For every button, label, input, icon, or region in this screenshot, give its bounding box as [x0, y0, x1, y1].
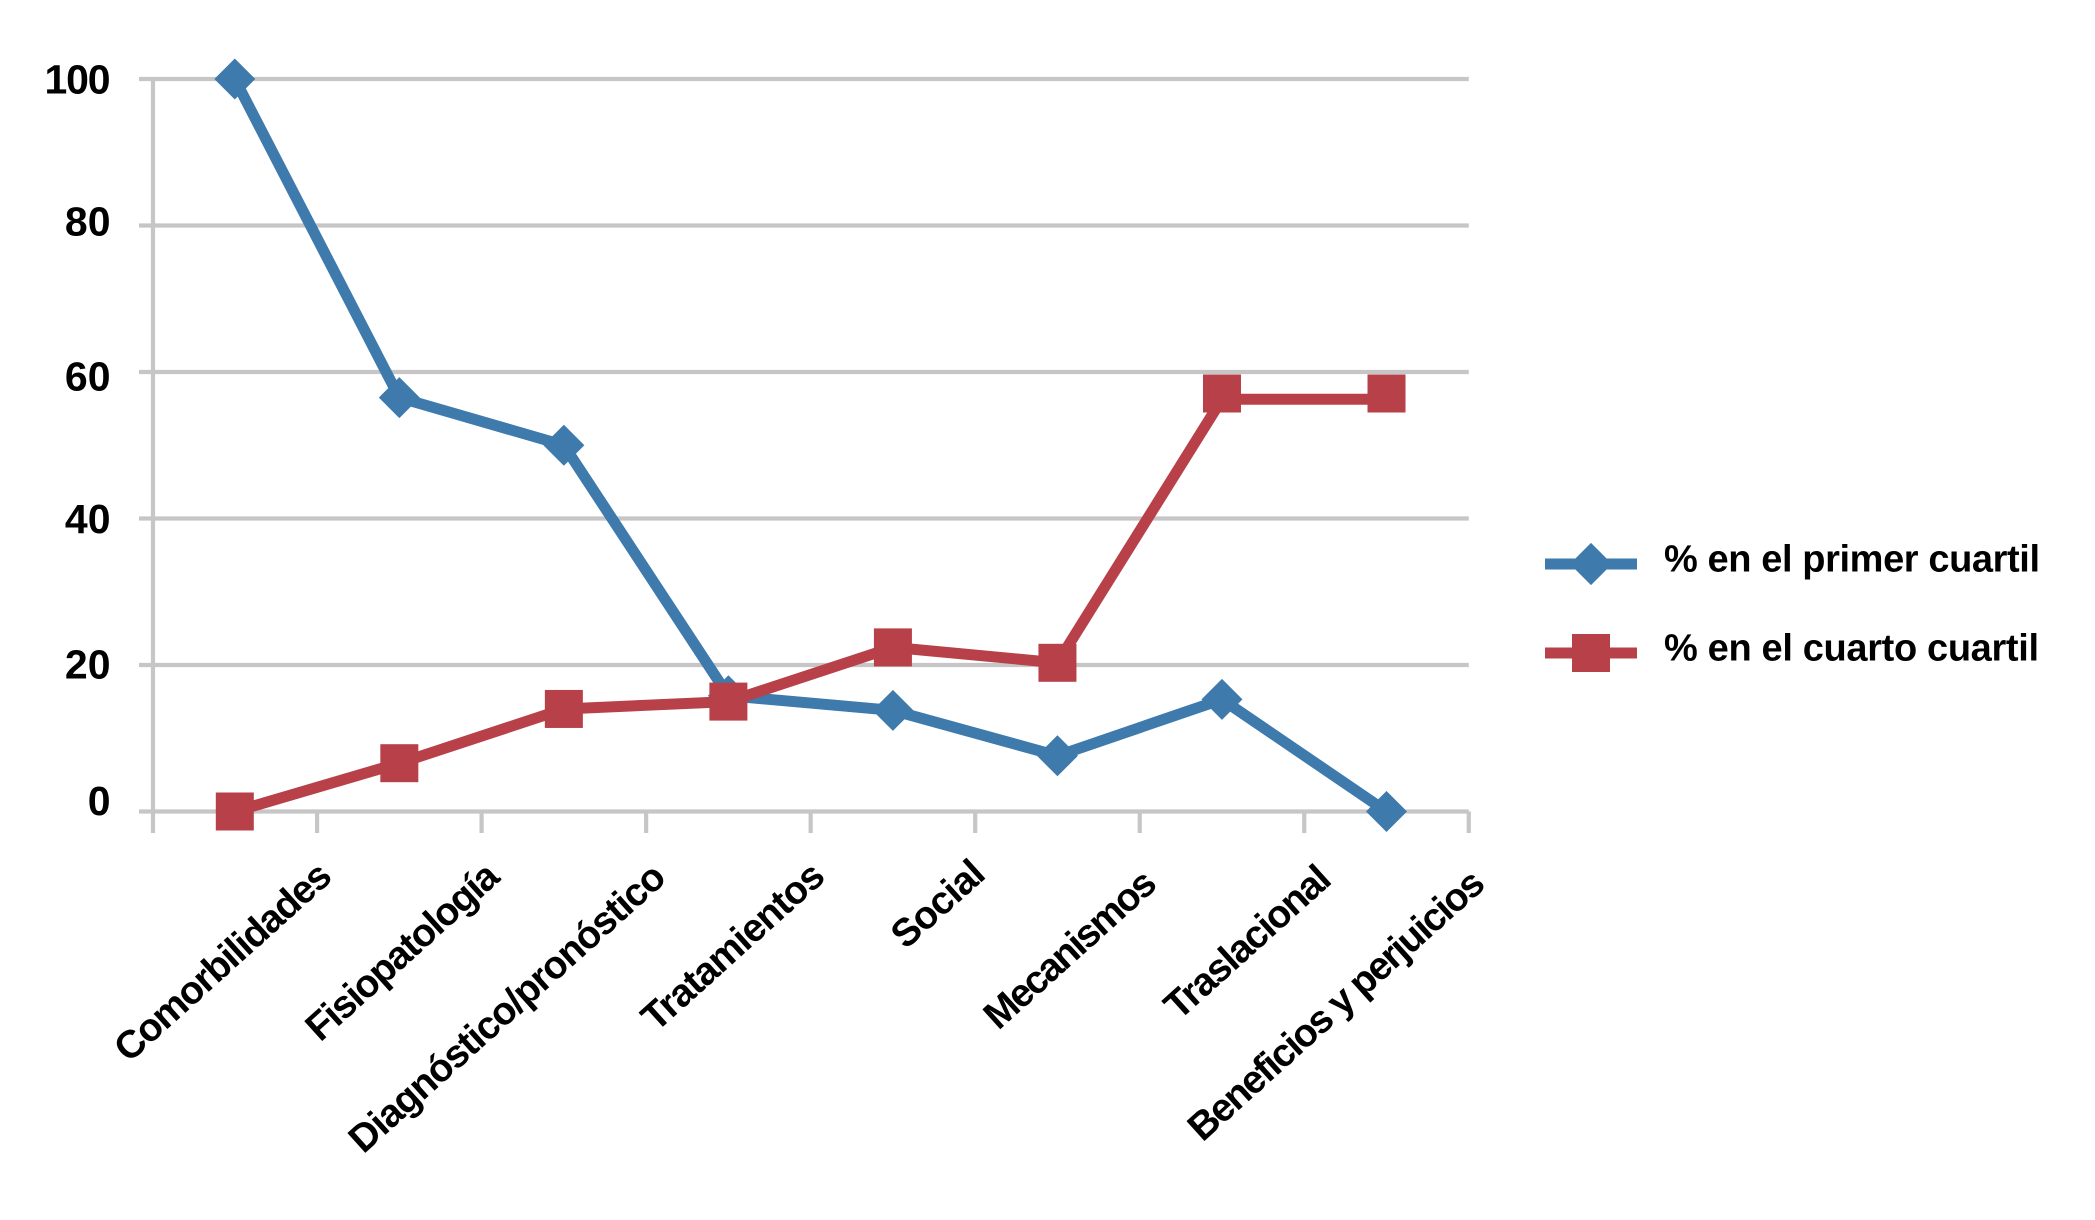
svg-text:100: 100 [45, 57, 111, 103]
svg-text:% en el cuarto cuartil: % en el cuarto cuartil [1664, 628, 2039, 670]
svg-text:80: 80 [65, 198, 111, 244]
svg-text:20: 20 [65, 641, 111, 687]
svg-text:0: 0 [88, 778, 111, 824]
svg-text:60: 60 [65, 353, 111, 399]
svg-text:40: 40 [65, 496, 111, 542]
svg-text:% en el primer cuartil: % en el primer cuartil [1664, 539, 2040, 581]
